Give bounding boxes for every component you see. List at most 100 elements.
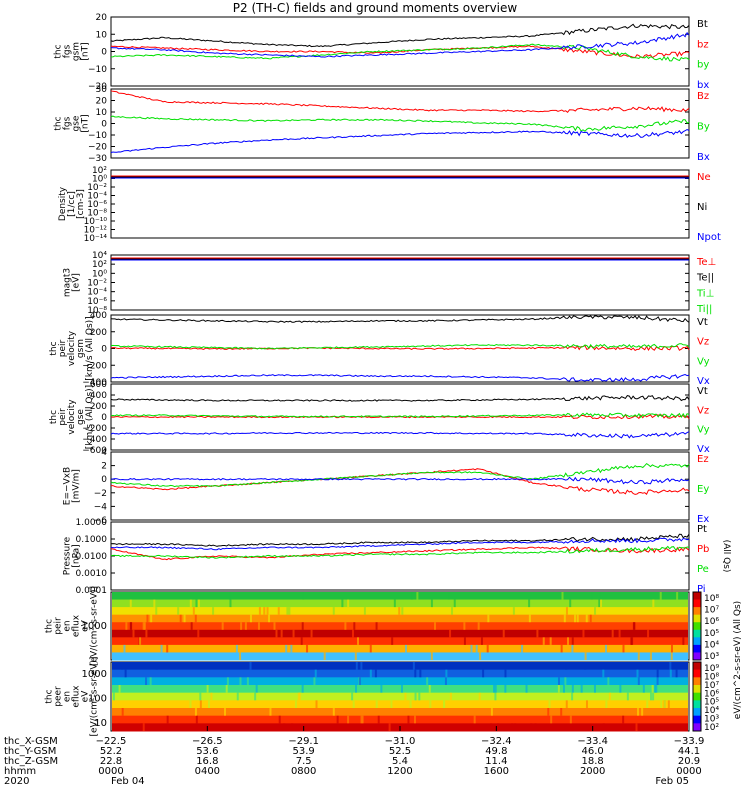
spectro-texture [567, 637, 570, 645]
ephem-value: −22.5 [96, 736, 127, 747]
spectro-texture [463, 637, 466, 645]
y-tick-label: 10⁻⁸ [87, 209, 107, 219]
spectro-texture [192, 607, 195, 615]
spectro-texture [197, 599, 200, 608]
series-Pb [110, 546, 690, 561]
colorbar-tick: 10⁴ [704, 640, 719, 650]
series-Vy [110, 412, 690, 419]
spectro-texture [246, 677, 249, 685]
spectro-texture [411, 592, 414, 600]
spectro-texture [407, 715, 410, 724]
colorbar-tick: 10⁷ [704, 606, 719, 616]
legend-Bx: Bx [697, 152, 710, 163]
spectro-texture [195, 715, 198, 724]
spectro-texture [129, 599, 132, 608]
spectro-texture [301, 685, 304, 693]
legend-Pt: Pt [697, 524, 707, 535]
colorbar-segment [693, 614, 701, 623]
spectro-texture [490, 708, 493, 716]
spectro-band [112, 677, 688, 686]
y-axis-label: peir [58, 408, 68, 426]
spectro-texture [651, 685, 654, 693]
colorbar-tick: 10⁹ [704, 664, 719, 674]
spectro-texture [444, 677, 447, 685]
spectro-texture [574, 614, 577, 623]
spectro-texture [234, 652, 237, 660]
spectro-texture [511, 723, 514, 731]
spectro-texture [240, 622, 243, 630]
spectro-texture [239, 677, 242, 685]
ephem-value: 44.1 [678, 746, 700, 757]
spectro-texture [608, 692, 611, 701]
spectro-texture [401, 607, 404, 615]
spectro-texture [244, 622, 247, 630]
spectro-texture [160, 644, 163, 653]
y-tick-label: −2 [94, 489, 107, 499]
colorbar-segment [693, 723, 701, 732]
spectro-texture [391, 637, 394, 645]
spectro-texture [663, 700, 666, 708]
spectro-texture [602, 723, 605, 731]
spectro-texture [258, 607, 261, 615]
spectro-texture [199, 692, 202, 701]
spectro-texture [306, 644, 309, 653]
spectro-texture [582, 629, 585, 638]
y-axis-label: thc [45, 619, 55, 633]
spectro-texture [347, 599, 350, 608]
ephem-value: 53.9 [293, 746, 315, 757]
y-axis-label: thc [45, 689, 55, 703]
colorbar-tick: 10² [704, 723, 719, 733]
spectro-texture [550, 715, 553, 724]
colorbar-tick: 10⁸ [704, 594, 719, 604]
y-tick-label: −200 [82, 361, 107, 371]
spectro-texture [419, 669, 422, 678]
spectro-texture [210, 692, 213, 701]
spectro-band [112, 669, 688, 678]
ephem-value: 49.8 [485, 746, 507, 757]
spectro-texture [317, 662, 320, 670]
y-axis-label: thc [49, 410, 59, 424]
spectro-texture [205, 652, 208, 660]
spectro-band [112, 629, 688, 638]
legend-Vz: Vz [697, 405, 709, 416]
spectro-texture [310, 629, 313, 638]
colorbar-tick: 10⁵ [704, 629, 719, 639]
y-tick-label: 10⁻² [87, 183, 107, 193]
y-axis-label: Density [58, 186, 68, 221]
spectro-texture [235, 644, 238, 653]
legend-By: By [697, 122, 710, 133]
spectro-texture [375, 700, 378, 708]
ephem-value: 11.4 [485, 756, 507, 767]
ephem-value: −29.1 [288, 736, 319, 747]
spectro-texture [195, 599, 198, 608]
spectro-texture [534, 723, 537, 731]
spectro-texture [497, 723, 500, 731]
ephem-value: 20.9 [678, 756, 700, 767]
spectro-texture [429, 700, 432, 708]
y-axis-label: Pressure [63, 536, 73, 575]
spectro-texture [430, 599, 433, 608]
spectro-texture [183, 614, 186, 623]
legend-Ez: Ez [697, 454, 709, 465]
y-tick-label: 10⁻⁸ [87, 306, 107, 316]
y-tick-label: 30 [96, 85, 108, 95]
y-tick-label: 10⁰ [92, 175, 107, 185]
spectro-texture [363, 607, 366, 615]
series-Bt [110, 23, 690, 48]
spectro-texture [121, 662, 124, 670]
spectro-texture [189, 599, 192, 608]
spectro-texture [177, 607, 180, 615]
spectro-band [112, 700, 688, 709]
spectro-texture [155, 607, 158, 615]
spectro-texture [351, 629, 354, 638]
spectro-texture [557, 685, 560, 693]
spectro-texture [463, 622, 466, 630]
spectro-texture [557, 677, 560, 685]
spectro-texture [341, 599, 344, 608]
y-tick-label: −20 [88, 143, 107, 153]
colorbar-tick: 10⁸ [704, 672, 719, 682]
y-tick-label: 0 [101, 413, 107, 423]
spectro-texture [229, 599, 232, 608]
spectro-texture [494, 685, 497, 693]
year-label: 2020 [4, 776, 29, 787]
